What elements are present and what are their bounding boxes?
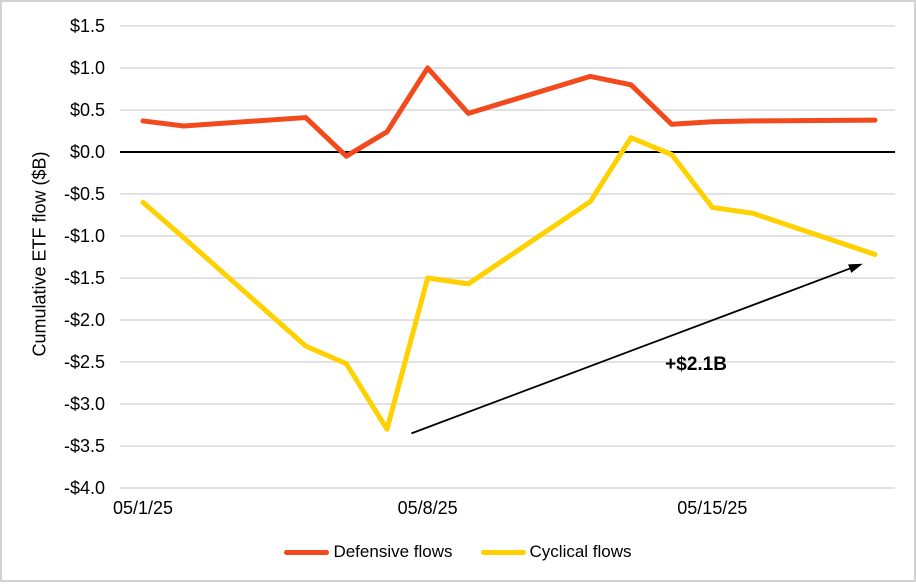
legend-label-defensive: Defensive flows bbox=[333, 542, 453, 561]
legend-item-cyclical: Cyclical flows bbox=[480, 542, 632, 562]
annotation-arrow-line bbox=[411, 266, 853, 435]
y-tick-label: -$4.0 bbox=[64, 478, 105, 498]
y-tick-label: -$2.5 bbox=[64, 352, 105, 372]
y-tick-label: $1.5 bbox=[70, 16, 105, 36]
y-tick-label: $1.0 bbox=[70, 58, 105, 78]
annotation-label: +$2.1B bbox=[665, 354, 727, 376]
y-tick-label: $0.0 bbox=[70, 142, 105, 162]
y-tick-label: -$2.0 bbox=[64, 310, 105, 330]
y-tick-label: $0.5 bbox=[70, 100, 105, 120]
y-tick-label: -$3.0 bbox=[64, 394, 105, 414]
y-tick-label: -$3.5 bbox=[64, 436, 105, 456]
y-tick-label: -$1.5 bbox=[64, 268, 105, 288]
legend: Defensive flows Cyclical flows bbox=[2, 542, 914, 562]
legend-item-defensive: Defensive flows bbox=[284, 542, 453, 562]
defensive-flows-line bbox=[140, 65, 878, 159]
defensive-line-swatch-icon bbox=[284, 549, 330, 555]
y-tick-label: -$0.5 bbox=[64, 184, 105, 204]
x-tick-label: 05/8/25 bbox=[398, 498, 458, 518]
cyclical-line-swatch-icon bbox=[480, 549, 526, 555]
y-tick-label: -$1.0 bbox=[64, 226, 105, 246]
annotation-arrowhead-icon bbox=[848, 263, 863, 273]
legend-label-cyclical: Cyclical flows bbox=[529, 542, 632, 561]
x-tick-label: 05/1/25 bbox=[113, 498, 173, 518]
x-tick-label: 05/15/25 bbox=[677, 498, 747, 518]
cyclical-flows-line bbox=[140, 135, 878, 432]
